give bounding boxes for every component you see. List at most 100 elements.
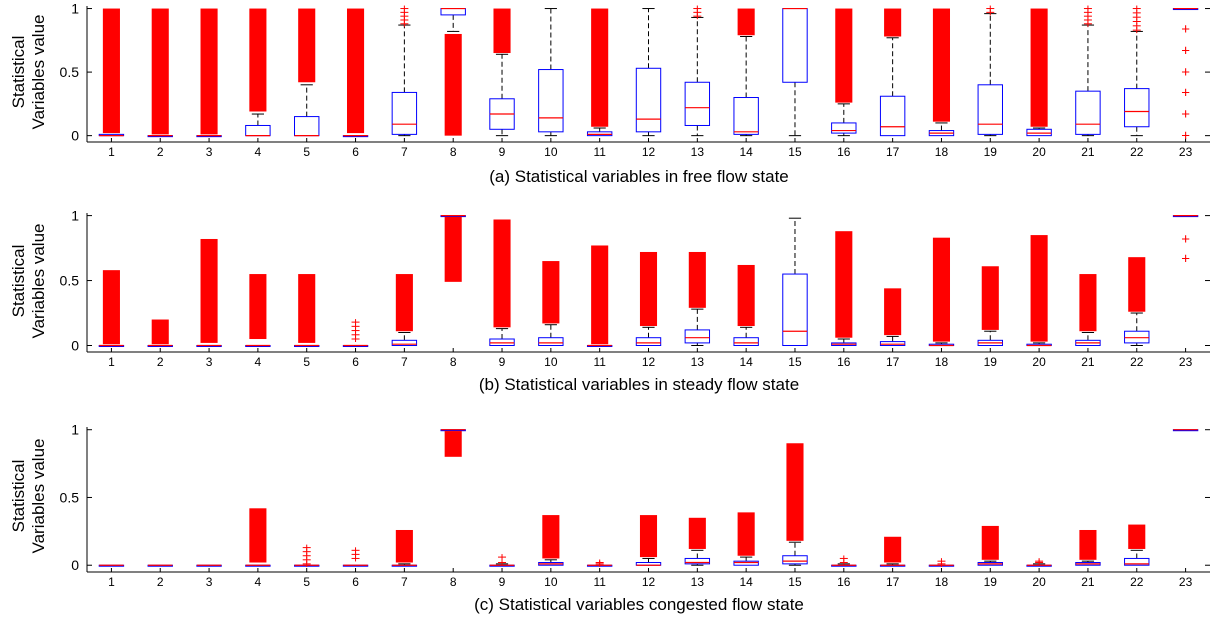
x-tick-label: 17 <box>886 145 900 159</box>
x-tick-label: 3 <box>206 355 213 369</box>
outlier-band <box>737 512 755 556</box>
x-tick-label: 7 <box>401 575 408 589</box>
box <box>391 339 418 347</box>
x-tick-label: 14 <box>739 355 753 369</box>
box <box>879 341 906 347</box>
box <box>977 84 1003 135</box>
x-tick-label: 5 <box>303 355 310 369</box>
x-tick-label: 14 <box>739 575 753 589</box>
box <box>733 337 759 347</box>
x-tick-label: 13 <box>691 145 705 159</box>
outlier-band <box>298 8 316 83</box>
box <box>489 338 515 347</box>
outlier-band <box>542 515 560 559</box>
box <box>782 273 808 347</box>
x-tick-label: 19 <box>984 575 998 589</box>
x-tick-label: 15 <box>788 575 802 589</box>
panel-c-ylabel: Statistical <box>9 460 28 533</box>
outlier-band <box>249 274 267 340</box>
x-tick-label: 14 <box>739 145 753 159</box>
outlier-marker: + <box>1181 84 1190 101</box>
panel-c-title: (c) Statistical variables congested flow… <box>474 595 804 614</box>
outlier-band <box>1128 257 1146 312</box>
outlier-band <box>737 264 755 327</box>
outlier-band <box>591 245 609 345</box>
x-tick-label: 1 <box>108 575 115 589</box>
y-tick-label: 0 <box>71 338 79 354</box>
outlier-band <box>346 8 365 134</box>
outlier-band <box>981 525 999 560</box>
outlier-marker: + <box>1181 64 1190 81</box>
x-tick-label: 10 <box>544 575 558 589</box>
outlier-marker: + <box>1181 21 1190 38</box>
outlier-band <box>932 8 951 122</box>
x-tick-label: 17 <box>886 575 900 589</box>
x-tick-label: 9 <box>499 145 506 159</box>
x-tick-label: 4 <box>255 575 262 589</box>
outlier-band <box>639 515 658 558</box>
outlier-marker: + <box>1181 106 1190 123</box>
x-tick-label: 22 <box>1130 575 1144 589</box>
outlier-band <box>688 251 706 308</box>
outlier-band <box>493 219 511 328</box>
panel-b-ylabel: Variables value <box>29 224 48 339</box>
x-tick-label: 16 <box>837 575 851 589</box>
box <box>538 337 564 347</box>
x-tick-label: 3 <box>206 145 213 159</box>
x-tick-label: 11 <box>593 145 606 159</box>
x-tick-label: 4 <box>255 355 262 369</box>
x-tick-label: 21 <box>1081 355 1095 369</box>
x-tick-label: 19 <box>984 355 998 369</box>
box <box>245 124 271 137</box>
x-tick-label: 11 <box>593 355 606 369</box>
panel-a-ylabel: Statistical <box>9 36 28 109</box>
x-tick-label: 7 <box>401 355 408 369</box>
outlier-band <box>151 8 169 135</box>
outlier-band <box>591 8 609 127</box>
x-tick-label: 6 <box>352 575 359 589</box>
outlier-band <box>1030 235 1048 342</box>
box <box>538 69 564 133</box>
box <box>635 337 662 347</box>
x-tick-label: 13 <box>691 355 705 369</box>
x-tick-label: 5 <box>303 575 310 589</box>
panel-a: 00.511 2 3 4 5 6 7 8 9 10 11 12 13 14 15 16 17 18 19 20 21 22… <box>9 1 1210 186</box>
outlier-marker: + <box>1181 128 1190 145</box>
outlier-band <box>932 237 951 342</box>
outlier-band <box>786 443 804 541</box>
x-tick-label: 23 <box>1179 575 1193 589</box>
outlier-marker: + <box>1181 42 1190 59</box>
outlier-band <box>1128 524 1146 549</box>
x-tick-label: 22 <box>1130 355 1144 369</box>
x-tick-label: 12 <box>642 575 656 589</box>
outlier-band <box>151 319 169 345</box>
outlier-band <box>444 431 462 457</box>
x-tick-label: 18 <box>935 145 949 159</box>
outlier-band <box>737 8 755 36</box>
box <box>684 557 711 565</box>
outlier-band <box>639 251 658 327</box>
x-tick-label: 12 <box>642 355 656 369</box>
panel-b-ylabel: Statistical <box>9 245 28 318</box>
outlier-band <box>102 8 120 134</box>
x-tick-label: 15 <box>788 355 802 369</box>
outlier-band <box>200 238 218 343</box>
x-tick-label: 8 <box>450 575 457 589</box>
panel-c-plot: 00.511 2 3 4 5 6 7 8 9 10 11 12 13 14 15 16 17 18 19 20 21 22… <box>60 422 1210 589</box>
y-tick-label: 0.5 <box>60 489 80 505</box>
x-tick-label: 9 <box>499 575 506 589</box>
panel-c-ylabel: Variables value <box>29 439 48 554</box>
outlier-band <box>102 270 120 345</box>
x-tick-label: 16 <box>837 145 851 159</box>
x-tick-label: 23 <box>1179 355 1193 369</box>
box <box>1124 330 1150 344</box>
panel-c: 00.511 2 3 4 5 6 7 8 9 10 11 12 13 14 15 16 17 18 19 20 21 22… <box>9 422 1210 614</box>
box <box>782 8 808 83</box>
x-tick-label: 1 <box>108 355 115 369</box>
panel-b: 00.511 2 3 4 5 6 7 8 9 10 11 12 13 14 15 16 17 18 19 20 21 22… <box>9 208 1210 394</box>
box <box>586 131 613 137</box>
x-tick-label: 7 <box>401 145 408 159</box>
x-tick-label: 11 <box>593 575 606 589</box>
x-tick-label: 8 <box>450 145 457 159</box>
